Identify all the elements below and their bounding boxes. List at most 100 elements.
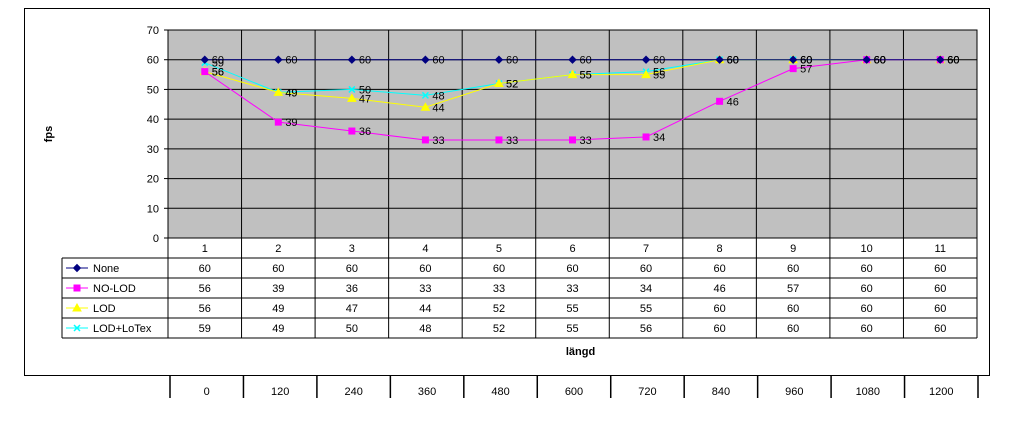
data-point — [347, 93, 357, 102]
data-label: 48 — [432, 90, 444, 102]
data-label: 59 — [212, 58, 224, 70]
data-point — [789, 65, 797, 73]
data-label: 56 — [212, 67, 224, 79]
triangle-marker — [347, 93, 357, 102]
table-value: 60 — [861, 303, 873, 315]
y-tick-label: 40 — [147, 114, 159, 126]
data-point — [274, 118, 282, 126]
data-point — [494, 55, 504, 64]
data-label: 55 — [580, 70, 592, 82]
table-value: 60 — [713, 303, 725, 315]
data-point — [936, 55, 945, 64]
data-label: 60 — [727, 55, 739, 67]
legend-label: LOD — [93, 303, 116, 315]
data-label: 60 — [432, 55, 444, 67]
x-tick-label: 2 — [275, 243, 281, 255]
data-label: 56 — [653, 67, 665, 79]
y-tick-label: 20 — [147, 174, 159, 186]
data-label: 33 — [506, 135, 518, 147]
diamond-marker — [274, 55, 283, 64]
data-point — [716, 97, 724, 105]
data-label: 56 — [212, 67, 224, 79]
secondary-axis-label: 600 — [565, 386, 583, 398]
data-point — [73, 284, 81, 292]
data-point — [72, 302, 82, 312]
secondary-axis-label: 960 — [785, 386, 803, 398]
y-tick-label: 50 — [147, 84, 159, 96]
square-marker — [348, 127, 356, 135]
data-label: 39 — [285, 117, 297, 129]
data-label: 60 — [874, 55, 886, 67]
square-marker — [73, 284, 81, 292]
table-value: 60 — [640, 263, 652, 275]
secondary-axis: 0 120 240 360 480 600 720 840 960 1080 1200 — [169, 376, 979, 398]
x-tick-label: 1 — [202, 243, 208, 255]
data-label: 60 — [653, 55, 665, 67]
data-label: 49 — [285, 87, 297, 99]
triangle-marker — [273, 87, 284, 96]
table-value: 55 — [566, 323, 578, 335]
x-marker — [421, 91, 429, 99]
data-label: 33 — [580, 135, 592, 147]
y-tick-label: 0 — [153, 233, 159, 245]
table-value: 57 — [787, 283, 799, 295]
data-point — [569, 136, 576, 144]
table-value: 55 — [640, 303, 652, 315]
x-tick-label: 6 — [569, 243, 575, 255]
data-point — [641, 55, 651, 64]
x-marker — [73, 324, 81, 332]
diamond-marker — [494, 55, 504, 64]
data-label: 60 — [506, 55, 518, 67]
table-value: 60 — [419, 263, 431, 275]
x-axis-title: längd — [566, 346, 595, 358]
x-tick-label: 3 — [349, 243, 355, 255]
data-point — [642, 133, 650, 141]
data-label: 60 — [800, 55, 812, 67]
secondary-axis-label: 480 — [491, 386, 509, 398]
data-label: 60 — [947, 55, 959, 67]
table-value: 60 — [787, 303, 799, 315]
secondary-axis-label: 720 — [638, 386, 656, 398]
table-value: 59 — [199, 323, 211, 335]
diamond-marker — [862, 55, 871, 64]
x-tick-label: 8 — [717, 243, 723, 255]
square-marker — [495, 136, 503, 144]
x-tick-label: 10 — [861, 243, 873, 255]
data-label: 47 — [359, 93, 371, 105]
table-value: 52 — [493, 303, 505, 315]
square-marker — [421, 136, 429, 144]
data-point — [200, 55, 209, 64]
table-value: 33 — [493, 283, 505, 295]
legend-label: None — [93, 263, 119, 275]
x-tick-label: 4 — [422, 243, 428, 255]
x-tick-label: 7 — [643, 243, 649, 255]
table-value: 36 — [346, 283, 358, 295]
triangle-marker — [494, 78, 504, 87]
table-value: 60 — [199, 263, 211, 275]
data-label: 60 — [359, 55, 371, 67]
data-point — [273, 87, 284, 96]
data-point — [568, 55, 577, 64]
data-label: 52 — [506, 78, 518, 90]
data-label: 55 — [653, 70, 665, 82]
secondary-axis-label: 240 — [344, 386, 362, 398]
table-value: 60 — [934, 283, 946, 295]
table-value: 60 — [934, 263, 946, 275]
plot-area — [167, 29, 978, 239]
data-label: 60 — [947, 55, 959, 67]
data-label: 33 — [432, 135, 444, 147]
data-label: 60 — [800, 55, 812, 67]
data-point — [715, 55, 724, 64]
triangle-marker — [641, 69, 651, 79]
data-point — [641, 69, 651, 79]
table-value: 60 — [861, 263, 873, 275]
table-value: 60 — [713, 263, 725, 275]
table-value: 44 — [419, 303, 431, 315]
square-marker — [201, 68, 209, 76]
table-value: 60 — [934, 323, 946, 335]
triangle-marker — [420, 102, 431, 111]
y-axis-title: fps — [43, 126, 55, 143]
data-label: 60 — [285, 55, 297, 67]
table-value: 60 — [713, 323, 725, 335]
triangle-marker — [567, 69, 578, 79]
